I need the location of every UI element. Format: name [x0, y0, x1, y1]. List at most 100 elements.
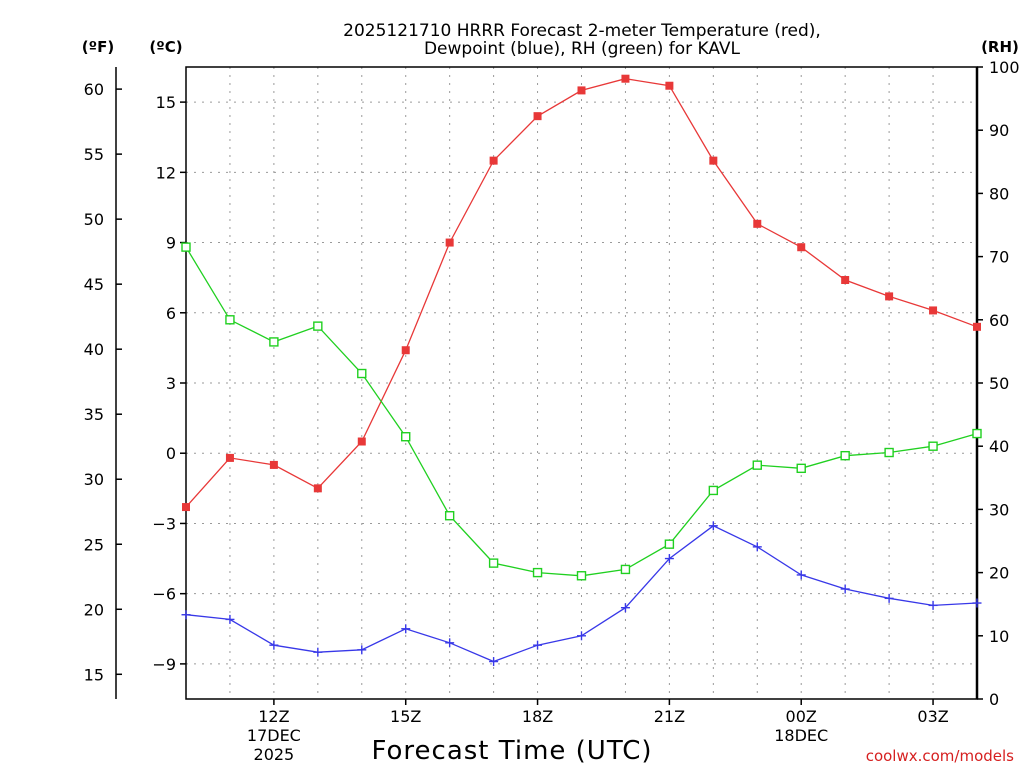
rh-point [884, 447, 894, 458]
rh-point [708, 485, 719, 496]
2-meter-temperature-point [313, 484, 322, 493]
dewpoint-point [620, 603, 630, 613]
rh-point [840, 450, 850, 461]
rh-point [972, 428, 982, 439]
dewpoint-point [577, 631, 586, 641]
rh-tick-label: 60 [989, 311, 1009, 330]
2-meter-temperature-point [885, 292, 894, 301]
dewpoint-point [313, 647, 323, 657]
dewpoint-point [928, 600, 938, 610]
fahrenheit-tick-label: 35 [84, 405, 104, 424]
rh-point [664, 539, 675, 549]
x-tick-date-label: 18DEC [774, 726, 828, 745]
dewpoint-point [840, 584, 850, 594]
dewpoint-point [664, 554, 674, 564]
2-meter-temperature-point [753, 219, 762, 228]
dewpoint-point [181, 610, 191, 620]
x-tick-label: 18Z [522, 707, 553, 726]
rh-point [357, 368, 367, 379]
rh-point [620, 564, 631, 575]
dewpoint-point [489, 657, 499, 667]
2-meter-temperature-point [533, 112, 542, 121]
2-meter-temperature-point [445, 238, 454, 247]
source-credit[interactable]: coolwx.com/models [866, 747, 1014, 765]
rh-unit-label: (RH) [981, 38, 1019, 56]
x-tick-label: 15Z [390, 707, 421, 726]
fahrenheit-unit-label: (ºF) [82, 38, 114, 56]
2-meter-temperature-point [841, 276, 850, 285]
celsius-tick-label: 15 [156, 93, 176, 112]
x-tick-date-label: 17DEC [247, 726, 301, 745]
dewpoint-point [445, 638, 455, 648]
dewpoint-point [401, 624, 411, 634]
x-tick-year-label: 2025 [254, 745, 295, 764]
dewpoint-point [269, 640, 279, 650]
celsius-tick-label: −3 [152, 514, 176, 533]
dewpoint-point [533, 640, 543, 650]
rh-point [401, 432, 411, 442]
grid-lines [186, 67, 977, 699]
2-meter-temperature-point [225, 453, 234, 462]
2-meter-temperature-point [269, 460, 278, 469]
2-meter-temperature-point [665, 81, 674, 90]
celsius-tick-label: −6 [152, 585, 176, 604]
x-tick-label: 00Z [786, 707, 817, 726]
celsius-tick-label: 0 [166, 444, 176, 463]
fahrenheit-tick-label: 30 [84, 470, 104, 489]
fahrenheit-tick-label: 55 [84, 145, 104, 164]
dewpoint-point [972, 598, 982, 608]
chart-title: 2025121710 HRRR Forecast 2-meter Tempera… [343, 21, 821, 41]
dewpoint-point [708, 521, 718, 531]
dewpoint-point [884, 593, 894, 603]
dewpoint-point [225, 614, 235, 624]
rh-point [488, 558, 499, 568]
chart-subtitle: Dewpoint (blue), RH (green) for KAVL [424, 39, 741, 59]
2-meter-temperature-point [709, 156, 718, 165]
rh-tick-label: 50 [989, 374, 1009, 393]
2-meter-temperature-point [577, 86, 586, 95]
fahrenheit-tick-label: 40 [84, 340, 104, 359]
rh-point [269, 337, 279, 347]
x-axis-title: Forecast Time (UTC) [371, 736, 652, 766]
fahrenheit-tick-label: 60 [84, 80, 104, 99]
celsius-tick-label: 3 [166, 374, 176, 393]
fahrenheit-tick-label: 15 [84, 665, 104, 684]
fahrenheit-tick-label: 25 [84, 535, 104, 554]
celsius-tick-label: 12 [156, 163, 176, 182]
rh-point [752, 460, 762, 470]
celsius-tick-label: −9 [152, 655, 176, 674]
rh-point [313, 321, 323, 331]
2-meter-temperature-point [973, 322, 981, 331]
dewpoint-point [357, 645, 367, 655]
x-tick-label: 12Z [258, 707, 289, 726]
rh-point [576, 571, 587, 581]
2-meter-temperature-point [401, 346, 410, 355]
celsius-tick-label: 6 [166, 304, 176, 323]
fahrenheit-tick-label: 50 [84, 210, 104, 229]
rh-point [928, 441, 938, 451]
2-meter-temperature-point [621, 74, 630, 83]
2-meter-temperature-point [797, 243, 806, 252]
2-meter-temperature-point [489, 156, 498, 165]
x-tick-label: 03Z [917, 707, 948, 726]
rh-tick-label: 70 [989, 248, 1009, 267]
fahrenheit-tick-label: 45 [84, 275, 104, 294]
2-meter-temperature-point [182, 503, 190, 512]
rh-point [225, 315, 235, 325]
dewpoint-point [796, 570, 806, 580]
dewpoint-point [752, 542, 762, 552]
2-meter-temperature-point [929, 306, 938, 315]
rh-tick-label: 20 [989, 564, 1009, 583]
rh-tick-label: 100 [989, 58, 1020, 77]
rh-tick-label: 40 [989, 437, 1009, 456]
rh-point [796, 463, 806, 474]
rh-tick-label: 0 [989, 690, 999, 709]
rh-tick-label: 10 [989, 627, 1009, 646]
2-meter-temperature-point [357, 437, 366, 446]
celsius-tick-label: 9 [166, 234, 176, 253]
rh-tick-label: 30 [989, 500, 1009, 519]
rh-tick-label: 90 [989, 121, 1009, 140]
rh-tick-label: 80 [989, 184, 1009, 203]
data-series [181, 74, 982, 667]
